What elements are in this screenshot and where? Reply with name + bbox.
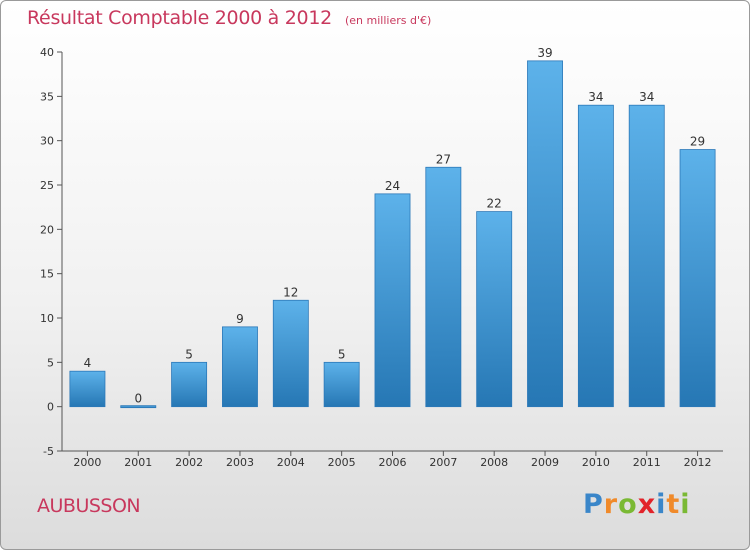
brand-letter: o bbox=[618, 489, 638, 520]
x-tick-label: 2001 bbox=[124, 456, 152, 469]
bar bbox=[577, 104, 614, 408]
bar bbox=[527, 60, 563, 408]
data-label: 22 bbox=[487, 197, 502, 211]
data-label: 34 bbox=[639, 90, 654, 104]
bar bbox=[628, 104, 665, 408]
x-tick-label: 2000 bbox=[73, 456, 101, 469]
data-label: 24 bbox=[385, 179, 400, 193]
bar bbox=[171, 361, 208, 408]
data-label: 5 bbox=[338, 347, 346, 361]
brand-letter: t bbox=[666, 489, 681, 520]
title-block: Résultat Comptable 2000 à 2012 (en milli… bbox=[27, 7, 431, 29]
data-label: 0 bbox=[134, 392, 142, 406]
data-label: 12 bbox=[283, 285, 298, 299]
x-tick-label: 2011 bbox=[633, 456, 661, 469]
x-tick-label: 2007 bbox=[429, 456, 457, 469]
bar bbox=[222, 326, 258, 408]
bar bbox=[374, 193, 411, 408]
brand-letter: P bbox=[583, 489, 604, 520]
chart-title: Résultat Comptable 2000 à 2012 bbox=[27, 7, 332, 29]
data-label: 39 bbox=[537, 46, 552, 60]
brand-letter: r bbox=[603, 489, 619, 520]
data-label: 27 bbox=[436, 152, 451, 166]
x-tick-label: 2005 bbox=[328, 456, 356, 469]
data-label: 4 bbox=[84, 356, 92, 370]
bar bbox=[476, 211, 513, 408]
x-tick-label: 2010 bbox=[582, 456, 610, 469]
brand-letter: x bbox=[637, 489, 657, 520]
y-tick-label: 0 bbox=[47, 401, 54, 414]
bar bbox=[120, 405, 157, 409]
brand-letter: i bbox=[656, 489, 667, 520]
y-tick-label: 20 bbox=[40, 223, 54, 236]
chart-subtitle: (en milliers d'€) bbox=[344, 14, 432, 27]
data-label: 34 bbox=[588, 90, 603, 104]
x-tick-label: 2009 bbox=[531, 456, 559, 469]
bar bbox=[425, 166, 462, 408]
y-tick-label: 35 bbox=[40, 90, 54, 103]
data-label: 29 bbox=[690, 135, 705, 149]
bar bbox=[323, 361, 360, 408]
x-tick-label: 2006 bbox=[379, 456, 407, 469]
bar bbox=[679, 149, 716, 408]
y-tick-label: 5 bbox=[47, 356, 54, 369]
x-tick-label: 2003 bbox=[226, 456, 254, 469]
bar bbox=[272, 299, 309, 408]
data-label: 5 bbox=[185, 347, 193, 361]
data-label: 9 bbox=[236, 312, 244, 326]
x-tick-label: 2008 bbox=[480, 456, 508, 469]
y-tick-label: 10 bbox=[40, 312, 54, 325]
y-tick-label: 25 bbox=[40, 179, 54, 192]
city-name: AUBUSSON bbox=[37, 495, 141, 517]
y-tick-label: 40 bbox=[40, 46, 54, 59]
x-tick-label: 2012 bbox=[684, 456, 712, 469]
y-tick-label: 15 bbox=[40, 268, 54, 281]
y-tick-label: -5 bbox=[43, 445, 54, 458]
brand-letter: i bbox=[680, 489, 691, 520]
bar bbox=[69, 370, 106, 408]
y-tick-label: 30 bbox=[40, 135, 54, 148]
x-tick-label: 2004 bbox=[277, 456, 305, 469]
brand-logo: Proxiti bbox=[583, 489, 691, 520]
x-tick-label: 2002 bbox=[175, 456, 203, 469]
